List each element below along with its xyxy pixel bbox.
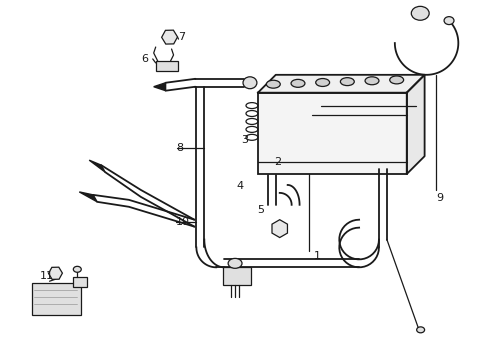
Polygon shape — [79, 192, 97, 202]
Ellipse shape — [410, 6, 428, 20]
Ellipse shape — [443, 17, 453, 24]
Text: 1: 1 — [313, 251, 320, 261]
Bar — [32, 283, 81, 315]
Bar — [73, 277, 87, 287]
Text: 9: 9 — [436, 193, 443, 203]
Text: 11: 11 — [40, 271, 54, 281]
Text: 6: 6 — [142, 54, 148, 64]
Ellipse shape — [243, 77, 256, 89]
Bar — [257, 93, 406, 174]
Ellipse shape — [290, 79, 305, 87]
Text: 8: 8 — [176, 143, 183, 153]
Polygon shape — [89, 160, 105, 172]
Polygon shape — [257, 75, 424, 93]
Polygon shape — [153, 83, 165, 91]
Text: 7: 7 — [178, 32, 185, 42]
Text: 10: 10 — [175, 217, 189, 227]
Bar — [223, 267, 250, 285]
Text: 2: 2 — [273, 157, 280, 167]
Ellipse shape — [266, 80, 280, 88]
Ellipse shape — [416, 327, 424, 333]
Ellipse shape — [73, 266, 81, 272]
Text: 4: 4 — [236, 181, 244, 191]
Bar — [155, 61, 177, 71]
Ellipse shape — [340, 78, 353, 86]
Ellipse shape — [315, 78, 329, 86]
Ellipse shape — [389, 76, 403, 84]
Text: 3: 3 — [241, 135, 247, 145]
Polygon shape — [406, 75, 424, 174]
Text: 5: 5 — [256, 205, 264, 215]
Ellipse shape — [228, 258, 242, 268]
Ellipse shape — [365, 77, 378, 85]
